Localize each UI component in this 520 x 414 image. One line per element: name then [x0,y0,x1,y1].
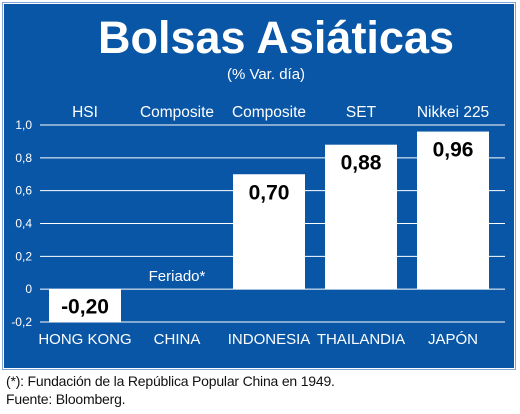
value-label: 0,96 [433,139,474,162]
category-labels: HONG KONG CHINA INDONESIA THAILANDIA JAPÓN [38,331,478,348]
y-tick-label: 0,8 [15,151,32,165]
y-tick-label: 0,6 [15,184,32,198]
bars [49,131,489,322]
y-tick-label: 0,2 [15,249,32,263]
category-label: INDONESIA [228,331,311,348]
index-name-label: Composite [232,104,306,121]
index-name-label: Composite [140,104,214,121]
y-tick-label: -0,2 [11,315,32,329]
category-label: CHINA [154,331,201,348]
chart-frame [2,2,516,370]
value-label: 0,88 [341,152,382,175]
category-label: JAPÓN [428,331,478,348]
category-label: THAILANDIA [317,331,405,348]
bar [49,289,121,322]
y-tick-label: 1,0 [15,118,32,132]
index-name-labels: HSI Composite Composite SET Nikkei 225 [72,104,489,121]
chart-svg: Bolsas Asiáticas (% Var. día) -0,200,20,… [2,2,516,370]
y-tick-label: 0 [25,282,32,296]
footnote-source: Fuente: Bloomberg. [6,391,126,407]
footnote-note: (*): Fundación de la República Popular C… [6,373,335,389]
chart-subtitle: (% Var. día) [227,66,305,83]
y-axis-ticks: -0,2 0 0,2 0,4 0,6 0,8 1,0 [11,118,32,329]
y-tick-label: 0,4 [15,217,32,231]
chart-title: Bolsas Asiáticas [98,12,454,63]
bar [325,144,397,290]
bar [233,174,305,290]
index-name-label: Nikkei 225 [417,104,489,121]
index-name-label: SET [346,104,377,121]
value-labels: -0,20 Feriado* 0,70 0,88 0,96 [61,139,473,319]
value-label: 0,70 [249,181,290,204]
category-label: HONG KONG [38,331,131,348]
bar [417,131,489,290]
note-label: Feriado* [149,268,206,285]
index-name-label: HSI [72,104,98,121]
value-label: -0,20 [61,296,109,319]
